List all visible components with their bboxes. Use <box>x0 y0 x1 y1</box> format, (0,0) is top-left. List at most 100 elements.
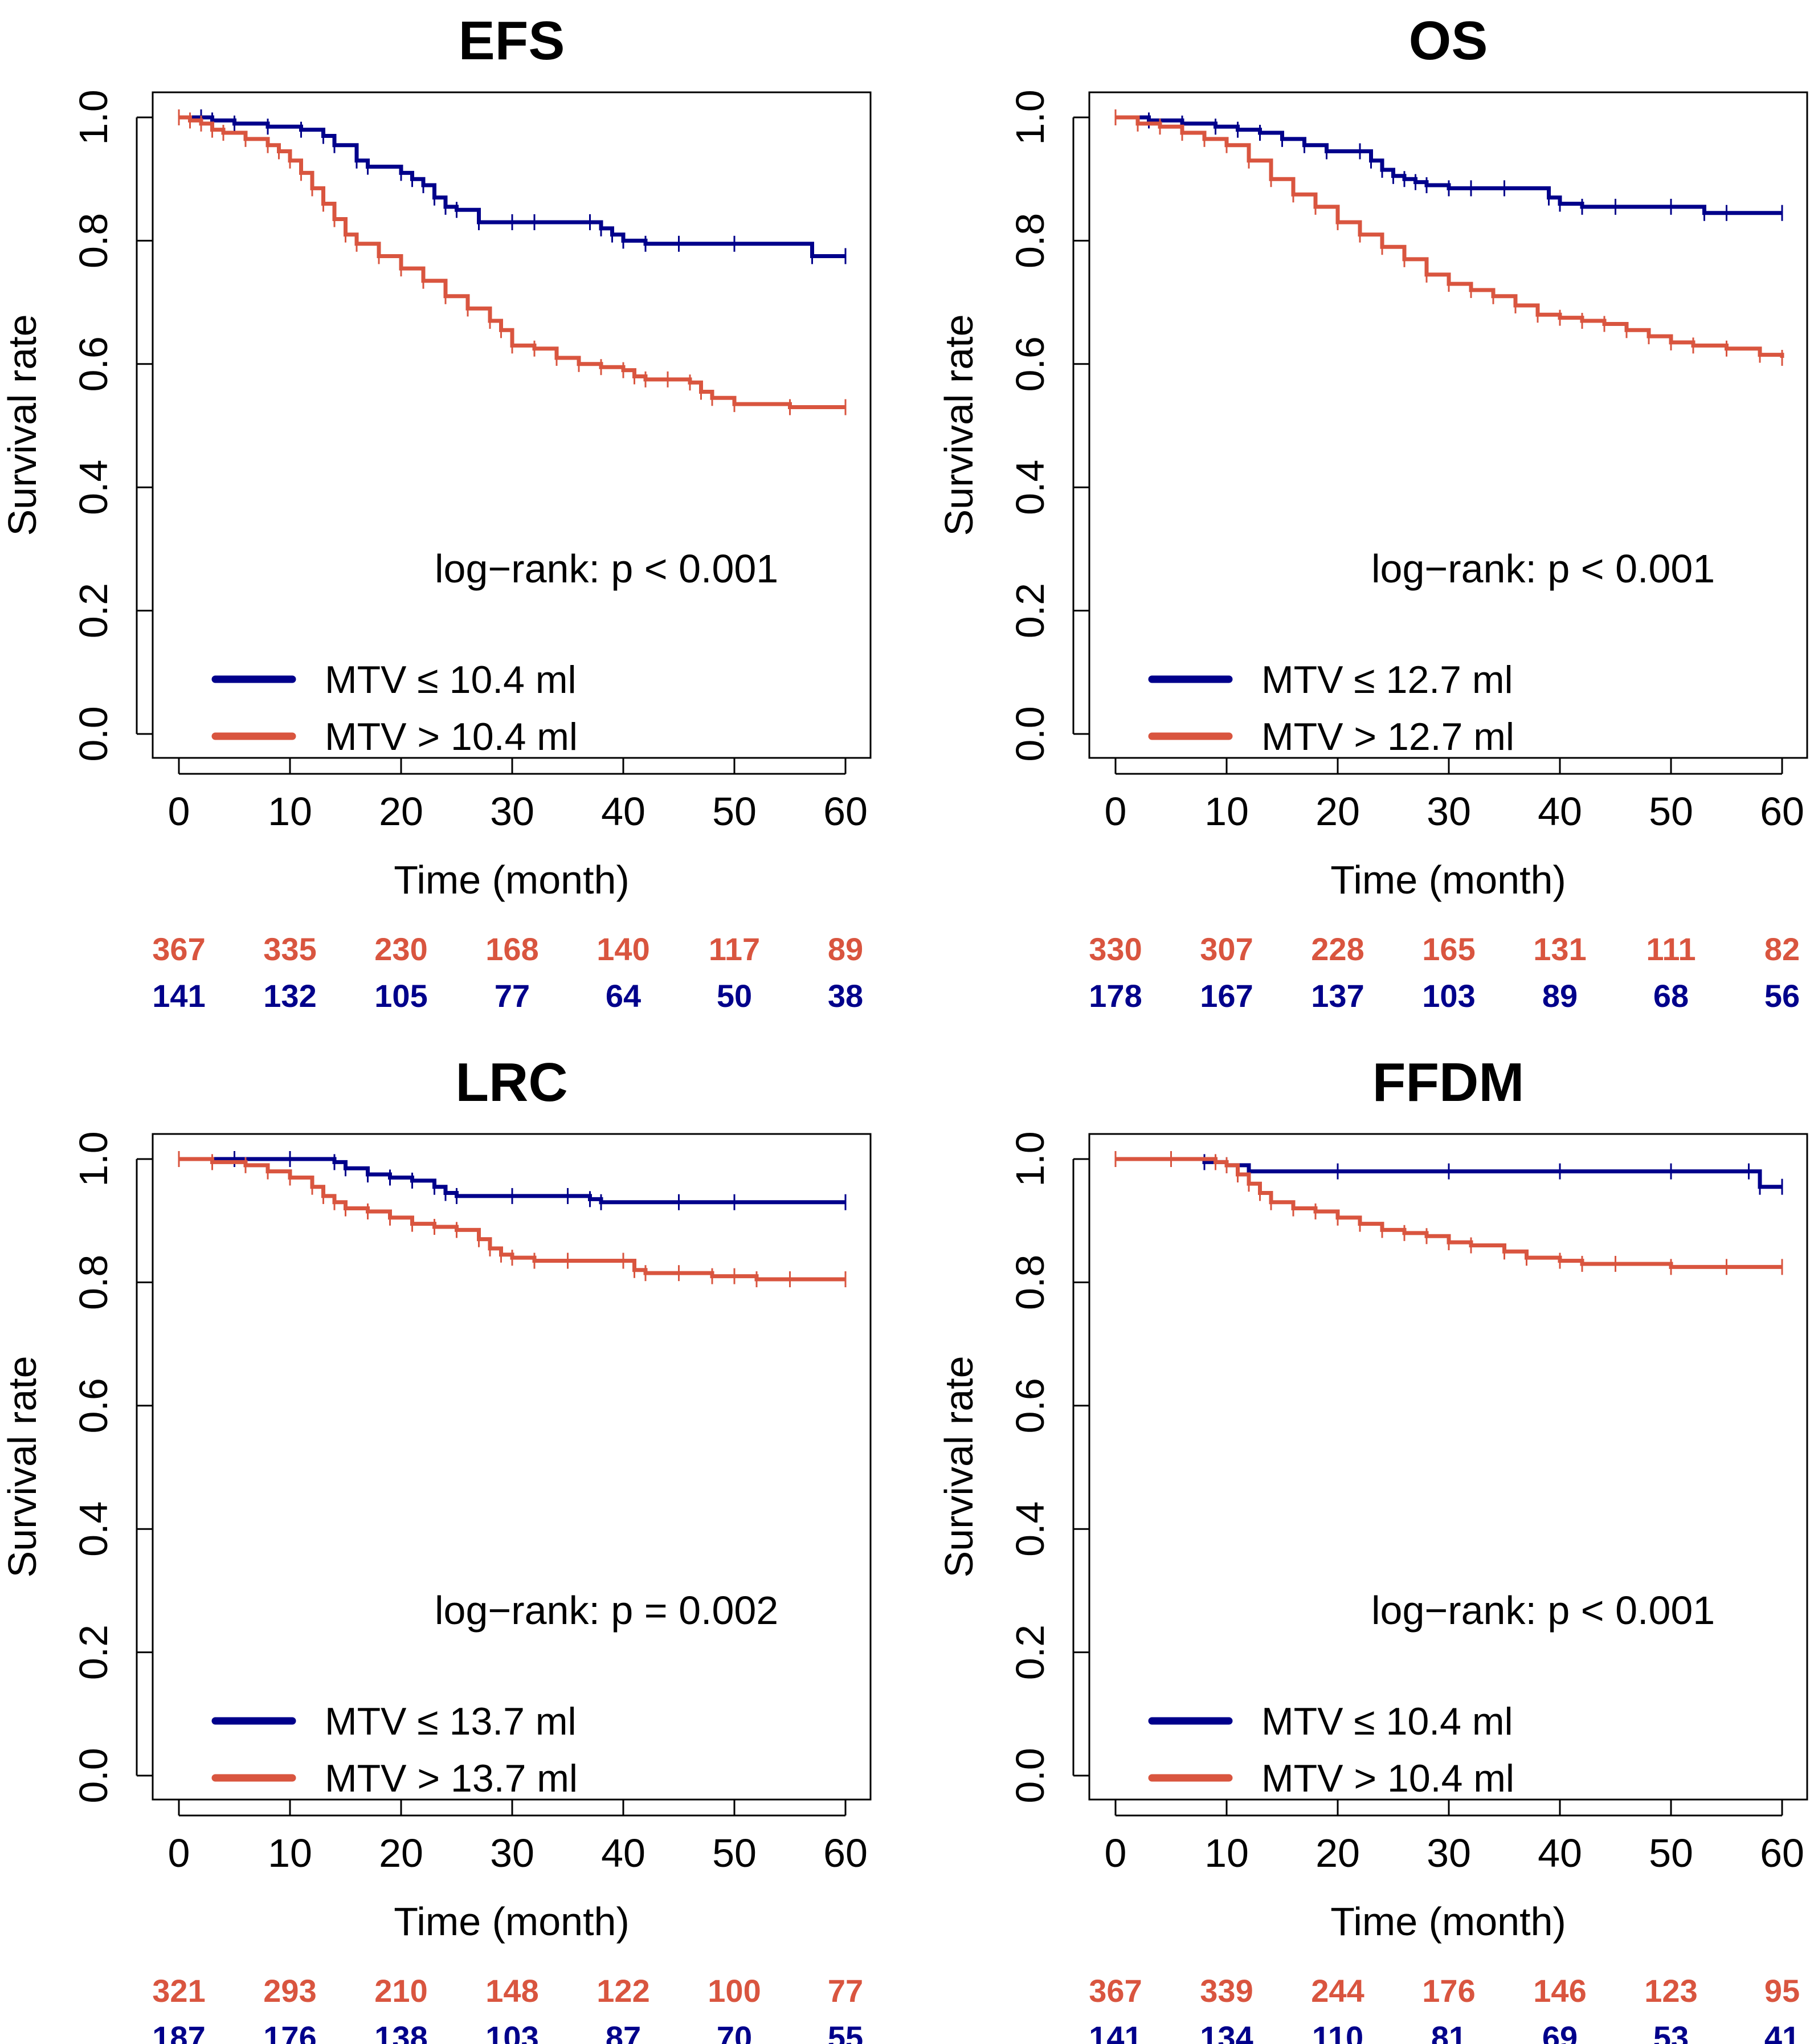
x-axis-label: Time (month) <box>394 1899 630 1944</box>
x-tick-label: 60 <box>1760 1831 1804 1875</box>
y-tick-label: 0.2 <box>71 583 116 638</box>
risk-count-high: 123 <box>1644 1973 1697 2009</box>
y-tick-label: 0.2 <box>71 1625 116 1680</box>
risk-count-low: 55 <box>828 2019 863 2044</box>
logrank-pvalue: log−rank: p = 0.002 <box>435 1588 778 1633</box>
x-tick-label: 20 <box>379 789 423 834</box>
y-tick-label: 0.4 <box>71 460 116 515</box>
risk-count-high: 89 <box>828 931 863 967</box>
y-axis-label: Survival rate <box>937 314 981 536</box>
risk-count-low: 50 <box>717 978 752 1014</box>
x-tick-label: 40 <box>601 789 645 834</box>
risk-count-high: 165 <box>1422 931 1475 967</box>
chart-title: FFDM <box>1372 1052 1525 1113</box>
x-tick-label: 50 <box>712 1831 757 1875</box>
risk-count-high: 117 <box>709 931 760 967</box>
risk-count-high: 168 <box>485 931 538 967</box>
risk-count-high: 122 <box>597 1973 649 2009</box>
x-tick-label: 10 <box>268 1831 312 1875</box>
legend-label-high: MTV > 12.7 ml <box>1261 715 1514 758</box>
x-tick-label: 10 <box>1204 789 1249 834</box>
risk-count-low: 69 <box>1542 2019 1578 2044</box>
chart-title: LRC <box>455 1052 567 1113</box>
y-tick-label: 0.8 <box>1008 1255 1052 1310</box>
logrank-pvalue: log−rank: p < 0.001 <box>435 546 778 591</box>
y-axis-label: Survival rate <box>0 314 44 536</box>
risk-count-low: 132 <box>263 978 316 1014</box>
panel-lrc: LRC 0 10 20 30 40 50 60 Time (month) 0.0 0.2 0.4 0.6… <box>0 1052 872 2044</box>
risk-count-low: 53 <box>1653 2019 1689 2044</box>
risk-count-high: 321 <box>152 1973 205 2009</box>
x-tick-label: 50 <box>712 789 757 834</box>
high-mtv-curve <box>179 115 845 410</box>
risk-count-low: 77 <box>495 978 530 1014</box>
x-tick-label: 20 <box>379 1831 423 1875</box>
risk-count-low: 87 <box>606 2019 641 2044</box>
x-tick-label: 30 <box>490 1831 534 1875</box>
risk-count-low: 105 <box>374 978 427 1014</box>
y-tick-label: 0.8 <box>71 1255 116 1310</box>
risk-count-low: 176 <box>263 2019 316 2044</box>
chart-title: OS <box>1409 10 1488 71</box>
y-tick-label: 0.6 <box>71 1378 116 1433</box>
x-axis-label: Time (month) <box>1330 1899 1566 1944</box>
x-tick-label: 60 <box>1760 789 1804 834</box>
x-tick-label: 40 <box>1538 789 1582 834</box>
y-axis-label: Survival rate <box>0 1356 44 1577</box>
y-tick-label: 0.8 <box>71 213 116 268</box>
x-tick-label: 60 <box>823 789 868 834</box>
risk-count-low: 141 <box>1089 2019 1142 2044</box>
x-tick-label: 60 <box>823 1831 868 1875</box>
risk-count-low: 68 <box>1653 978 1689 1014</box>
x-tick-label: 0 <box>168 1831 190 1875</box>
risk-count-high: 148 <box>485 1973 538 2009</box>
y-tick-label: 0.0 <box>1008 706 1052 761</box>
y-tick-label: 0.2 <box>1008 583 1052 638</box>
risk-count-low: 70 <box>717 2019 752 2044</box>
x-axis-label: Time (month) <box>1330 858 1566 902</box>
y-tick-label: 1.0 <box>1008 89 1052 145</box>
x-tick-label: 10 <box>268 789 312 834</box>
risk-count-high: 367 <box>152 931 205 967</box>
risk-count-high: 111 <box>1646 931 1695 967</box>
risk-count-high: 244 <box>1311 1973 1364 2009</box>
y-tick-label: 0.4 <box>1008 1502 1052 1557</box>
risk-count-high: 335 <box>263 931 316 967</box>
risk-count-high: 230 <box>374 931 427 967</box>
y-axis-label: Survival rate <box>937 1356 981 1577</box>
risk-count-high: 367 <box>1089 1973 1142 2009</box>
legend-label-high: MTV > 10.4 ml <box>1261 1757 1514 1800</box>
legend-label-high: MTV > 10.4 ml <box>325 715 578 758</box>
y-tick-label: 1.0 <box>1008 1131 1052 1186</box>
low-mtv-curve <box>179 115 845 258</box>
legend-label-high: MTV > 13.7 ml <box>325 1757 578 1800</box>
risk-count-high: 140 <box>597 931 649 967</box>
risk-count-low: 41 <box>1764 2019 1800 2044</box>
x-tick-label: 0 <box>1105 1831 1127 1875</box>
y-tick-label: 0.0 <box>1008 1748 1052 1803</box>
risk-count-high: 210 <box>374 1973 427 2009</box>
risk-count-low: 167 <box>1200 978 1253 1014</box>
risk-count-low: 56 <box>1764 978 1800 1014</box>
panel-efs: EFS 0 10 20 30 40 50 60 Time (month) 0.0 0.2 0.4 0.6… <box>0 10 872 1014</box>
y-tick-label: 1.0 <box>71 1131 116 1186</box>
risk-count-high: 228 <box>1311 931 1364 967</box>
x-tick-label: 20 <box>1315 1831 1360 1875</box>
x-tick-label: 40 <box>1538 1831 1582 1875</box>
risk-count-low: 110 <box>1312 2019 1363 2044</box>
y-tick-label: 0.2 <box>1008 1625 1052 1680</box>
y-tick-label: 0.6 <box>1008 336 1052 391</box>
risk-count-low: 138 <box>374 2019 427 2044</box>
x-tick-label: 10 <box>1204 1831 1249 1875</box>
risk-count-low: 103 <box>485 2019 538 2044</box>
x-axis-label: Time (month) <box>394 858 630 902</box>
risk-count-high: 146 <box>1533 1973 1586 2009</box>
y-tick-label: 0.0 <box>71 706 116 761</box>
risk-count-high: 330 <box>1089 931 1142 967</box>
x-tick-label: 30 <box>1427 789 1471 834</box>
high-mtv-curve <box>1116 115 1784 358</box>
legend-label-low: MTV ≤ 13.7 ml <box>325 1700 577 1743</box>
risk-count-high: 82 <box>1764 931 1800 967</box>
x-tick-label: 50 <box>1649 789 1693 834</box>
